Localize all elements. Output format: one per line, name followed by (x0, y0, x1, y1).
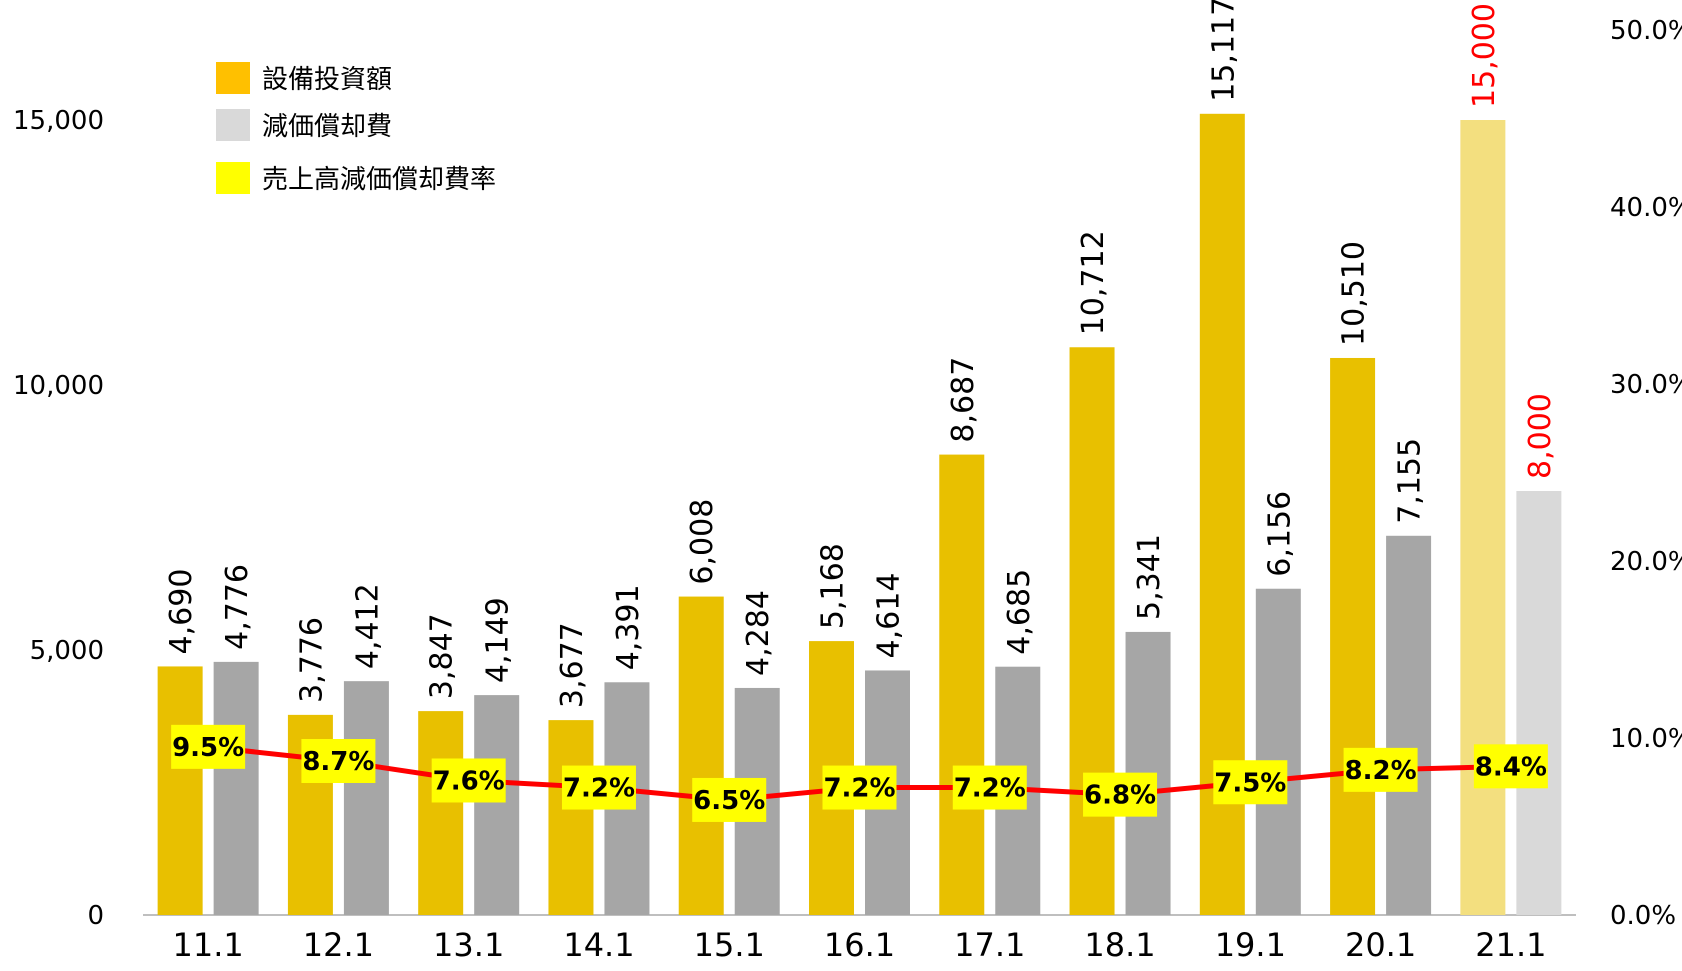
ratio-value-label: 7.2% (954, 774, 1026, 804)
bar-capex (1330, 357, 1376, 916)
ratio-label-box (692, 777, 767, 822)
capex-value-label: 5,168 (816, 543, 851, 629)
y-right-tick-label: 30.0% (1610, 370, 1682, 400)
depreciation-value-label: 8,000 (1523, 393, 1558, 479)
x-tick-label: 14.1 (563, 926, 634, 964)
ratio-value-label: 6.8% (1084, 781, 1156, 811)
bar-capex (939, 454, 985, 915)
y-right-tick-label: 40.0% (1610, 193, 1682, 223)
ratio-label-box (1343, 747, 1418, 792)
capex-value-label: 3,677 (555, 622, 590, 708)
bar-depreciation (1255, 588, 1301, 915)
y-right-tick-label: 0.0% (1610, 901, 1676, 931)
bar-capex (418, 711, 464, 915)
y-left-tick-label: 10,000 (13, 371, 104, 401)
bar-depreciation (213, 661, 259, 915)
bar-capex (678, 596, 724, 915)
x-tick-label: 13.1 (433, 926, 504, 964)
x-tick-label: 17.1 (954, 926, 1025, 964)
capex-value-label: 10,510 (1337, 241, 1372, 346)
legend-label: 減価償却費 (262, 112, 392, 142)
bar-depreciation (1516, 491, 1562, 915)
ratio-label-box (1473, 744, 1548, 789)
legend-swatch (216, 162, 250, 194)
bar-capex (157, 666, 203, 915)
y-right-tick-label: 10.0% (1610, 724, 1682, 754)
y-left-tick-label: 15,000 (13, 106, 104, 136)
x-tick-label: 15.1 (694, 926, 765, 964)
capex-value-label: 6,008 (685, 499, 720, 585)
ratio-label-box (561, 765, 636, 810)
ratio-label-box (171, 724, 246, 769)
depreciation-value-label: 7,155 (1393, 438, 1428, 524)
y-right-tick-label: 50.0% (1610, 16, 1682, 46)
bar-depreciation (343, 681, 389, 915)
ratio-value-label: 9.5% (172, 733, 244, 763)
ratio-value-label: 7.5% (1214, 768, 1286, 798)
capex-value-label: 3,847 (425, 613, 460, 699)
capex-value-label: 10,712 (1076, 230, 1111, 335)
ratio-label-box (822, 765, 897, 810)
ratio-label-box (1083, 772, 1158, 817)
y-left-tick-label: 5,000 (30, 636, 104, 666)
x-tick-label: 16.1 (824, 926, 895, 964)
depreciation-value-label: 4,284 (741, 590, 776, 676)
depreciation-value-label: 4,391 (611, 584, 646, 670)
x-tick-label: 19.1 (1215, 926, 1286, 964)
ratio-value-label: 8.7% (302, 747, 374, 777)
depreciation-value-label: 5,341 (1132, 534, 1167, 620)
ratio-value-label: 6.5% (693, 786, 765, 816)
x-tick-label: 20.1 (1345, 926, 1416, 964)
ratio-label-box (431, 758, 506, 803)
capex-value-label: 4,690 (164, 569, 199, 655)
data-labels: 4,690 4,776 3,776 4,412 3,847 4,149 3,677 4,391… (164, 0, 1558, 822)
ratio-value-label: 8.2% (1345, 756, 1417, 786)
x-tick-label: 11.1 (173, 926, 244, 964)
depreciation-value-label: 6,156 (1262, 491, 1297, 577)
axes: 0 5,000 10,000 15,000 0.0% 10.0% 20.0% 30.0% 40.… (13, 16, 1682, 964)
ratio-value-label: 7.6% (433, 766, 505, 796)
ratio-value-label: 7.2% (563, 774, 635, 804)
legend-swatch (216, 62, 250, 94)
legend-label: 売上高減価償却費率 (262, 165, 496, 195)
depreciation-value-label: 4,685 (1002, 569, 1037, 655)
capex-value-label: 3,776 (294, 617, 329, 703)
y-right-tick-label: 20.0% (1610, 547, 1682, 577)
depreciation-value-label: 4,614 (872, 573, 907, 659)
bar-capex (1069, 347, 1115, 915)
ratio-value-label: 8.4% (1475, 752, 1547, 782)
capex-value-label: 8,687 (946, 357, 981, 443)
ratio-label-box (952, 765, 1027, 810)
ratio-label-box (301, 739, 376, 784)
capex-value-label: 15,117 (1206, 0, 1241, 102)
x-tick-label: 21.1 (1475, 926, 1546, 964)
depreciation-value-label: 4,412 (350, 583, 385, 669)
y-left-tick-label: 0 (87, 901, 104, 931)
bar-capex (548, 720, 594, 915)
x-tick-label: 12.1 (303, 926, 374, 964)
ratio-label-box (1213, 760, 1288, 805)
capex-value-label: 15,000 (1467, 3, 1502, 108)
depreciation-value-label: 4,149 (481, 597, 516, 683)
legend-swatch (216, 109, 250, 141)
ratio-value-label: 7.2% (823, 774, 895, 804)
x-tick-label: 18.1 (1084, 926, 1155, 964)
bar-depreciation (474, 695, 520, 915)
depreciation-value-label: 4,776 (220, 564, 255, 650)
legend-label: 設備投資額 (262, 65, 392, 95)
bar-capex (1460, 120, 1506, 915)
bar-depreciation (1386, 535, 1432, 915)
